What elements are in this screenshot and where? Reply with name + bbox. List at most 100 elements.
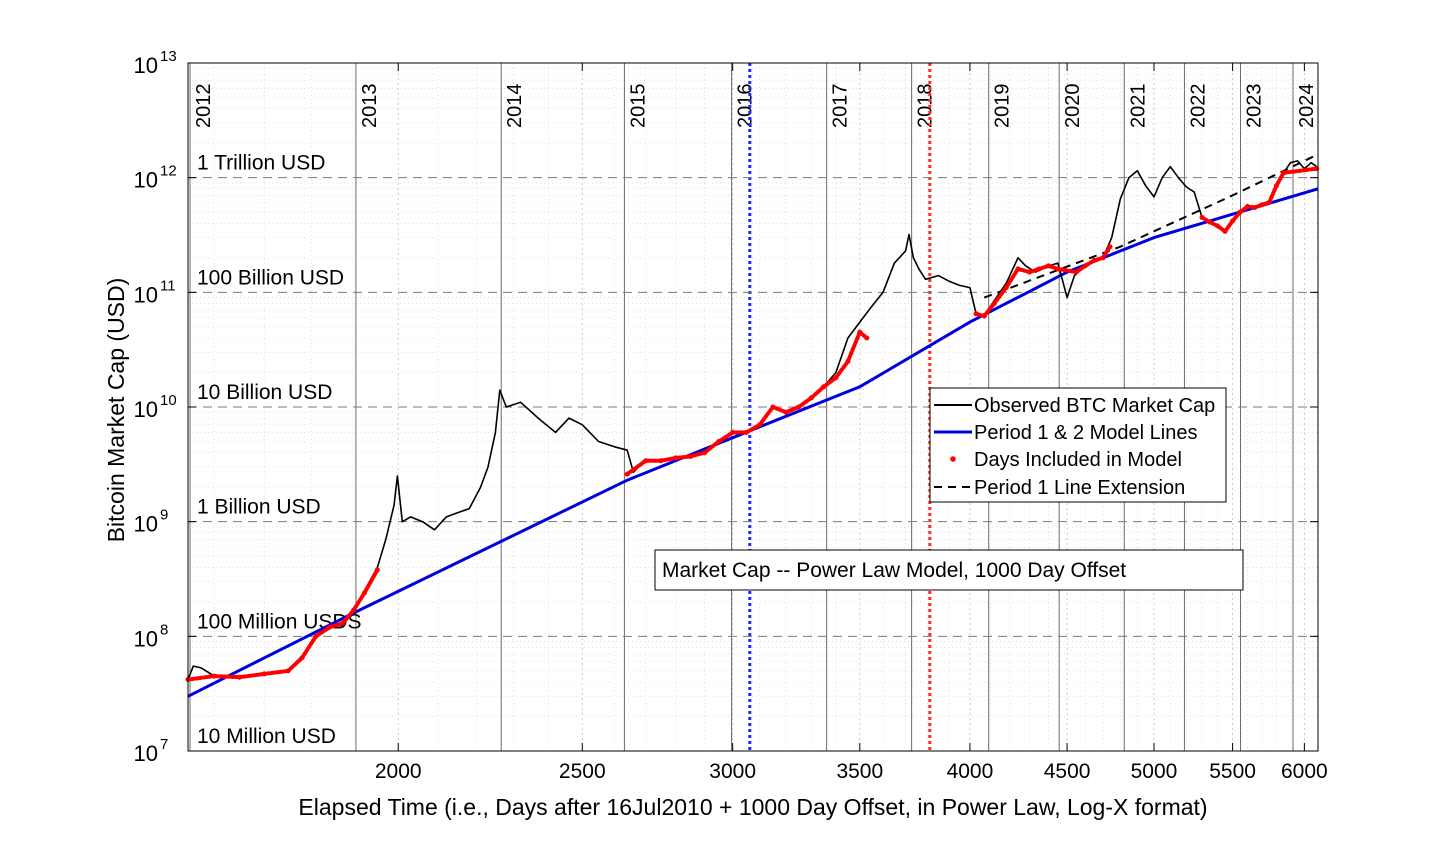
year-label-2020: 2020	[1062, 84, 1084, 129]
days-included-point	[1207, 219, 1213, 225]
y-tick-label-exponent: 10	[160, 392, 177, 409]
days-included-point	[1244, 204, 1250, 210]
y-tick-label-base: 10	[134, 512, 158, 537]
days-included-point	[981, 313, 987, 319]
year-label-2014: 2014	[504, 84, 526, 129]
legend-label: Observed BTC Market Cap	[974, 395, 1215, 417]
x-tick-label: 6000	[1281, 760, 1328, 783]
y-tick-label-exponent: 13	[160, 48, 177, 65]
days-included-point	[1073, 269, 1079, 275]
days-included-point	[1266, 199, 1272, 205]
days-included-point	[1273, 183, 1279, 189]
days-included-point	[1055, 266, 1061, 272]
legend-swatch-dot	[950, 456, 956, 462]
days-included-point	[1107, 244, 1113, 250]
legend-label: Period 1 & 2 Model Lines	[974, 422, 1197, 444]
days-included-point	[326, 624, 332, 630]
x-axis-label: Elapsed Time (i.e., Days after 16Jul2010…	[298, 794, 1207, 820]
y-axis-label: Bitcoin Market Cap (USD)	[103, 278, 129, 543]
days-included-point	[261, 671, 267, 677]
days-included-point	[808, 395, 814, 401]
x-tick-label: 2000	[375, 760, 422, 783]
days-included-point	[313, 633, 319, 639]
level-lines: 10 Million USD 100 Million USDS 1 Billion …	[188, 152, 1318, 748]
days-included-point	[1230, 218, 1236, 224]
level-label: 100 Million USDS	[197, 610, 362, 633]
x-tick-labels: 2000 2500 3000 3500 4000 4500 5000 5500 6000	[375, 760, 1328, 783]
level-label: 10 Billion USD	[197, 381, 332, 404]
days-included-point	[1100, 255, 1106, 261]
axes-frame	[187, 62, 1319, 752]
days-included-point	[374, 567, 380, 573]
x-tick-label: 4500	[1044, 760, 1091, 783]
y-tick-label-base: 10	[134, 53, 158, 78]
series-days-included-segment	[186, 567, 380, 682]
y-tick-label-base: 10	[134, 282, 158, 307]
x-tick-label: 5500	[1209, 760, 1256, 783]
days-included-point	[340, 620, 346, 626]
days-included-point	[1091, 257, 1097, 263]
days-included-point	[624, 471, 630, 477]
days-included-point	[743, 429, 749, 435]
days-included-point	[1027, 269, 1033, 275]
days-included-point	[1199, 214, 1205, 220]
year-label-2012: 2012	[193, 84, 215, 129]
y-tick-label-base: 10	[134, 397, 158, 422]
y-tick-label-base: 10	[134, 626, 158, 651]
days-included-point	[796, 404, 802, 410]
days-included-point	[1280, 170, 1286, 176]
days-included-point	[285, 668, 291, 674]
days-included-point	[687, 454, 693, 460]
y-tick-label-base: 10	[134, 168, 158, 193]
series-period1-extension	[983, 153, 1319, 299]
year-label-2018: 2018	[915, 84, 937, 129]
x-tick-label: 5000	[1131, 760, 1178, 783]
year-label-2013: 2013	[359, 84, 381, 129]
days-included-point	[991, 300, 997, 306]
days-included-point	[237, 674, 243, 680]
days-included-point	[351, 607, 357, 613]
year-label-2022: 2022	[1187, 84, 1209, 129]
year-label-2019: 2019	[992, 84, 1014, 129]
series-model-lines	[187, 187, 1319, 698]
x-tick-label: 3500	[836, 760, 883, 783]
legend-label: Period 1 Line Extension	[974, 477, 1185, 499]
legend: Observed BTC Market Cap Period 1 & 2 Mode…	[929, 387, 1227, 503]
days-included-point	[1036, 266, 1042, 272]
year-label-2016: 2016	[735, 84, 757, 129]
days-included-point	[845, 358, 851, 364]
series-observed-market-cap	[187, 160, 1318, 680]
year-label-2017: 2017	[830, 84, 852, 129]
days-included-point	[716, 439, 722, 445]
year-label-2021: 2021	[1127, 84, 1149, 129]
year-label-2024: 2024	[1296, 84, 1318, 129]
level-label: 1 Billion USD	[197, 496, 321, 519]
days-included-point	[1252, 204, 1258, 210]
y-tick-label-exponent: 8	[160, 621, 168, 638]
days-included-point	[1003, 285, 1009, 291]
annotation-text: Market Cap -- Power Law Model, 1000 Day …	[662, 559, 1126, 582]
y-tick-label-exponent: 12	[160, 163, 177, 180]
year-label-2023: 2023	[1244, 84, 1266, 129]
days-included-point	[857, 329, 863, 335]
days-included-point	[362, 590, 368, 596]
year-label-2015: 2015	[627, 84, 649, 129]
x-tick-label: 3000	[709, 760, 756, 783]
days-included-point	[783, 409, 789, 415]
level-label: 1 Trillion USD	[197, 152, 325, 175]
days-included-point	[658, 458, 664, 464]
days-included-point	[1214, 223, 1220, 229]
days-included-point	[1222, 228, 1228, 234]
days-included-point	[211, 673, 217, 679]
annotation-box: Market Cap -- Power Law Model, 1000 Day …	[654, 549, 1244, 591]
days-included-point	[1259, 202, 1265, 208]
days-included-point	[1046, 263, 1052, 269]
plot-area	[185, 153, 1320, 698]
days-included-point	[833, 375, 839, 381]
days-included-point	[673, 455, 679, 461]
days-included-point	[643, 458, 649, 464]
days-included-point	[1015, 266, 1021, 272]
y-tick-label-base: 10	[134, 741, 158, 766]
y-tick-label-exponent: 9	[160, 507, 168, 524]
